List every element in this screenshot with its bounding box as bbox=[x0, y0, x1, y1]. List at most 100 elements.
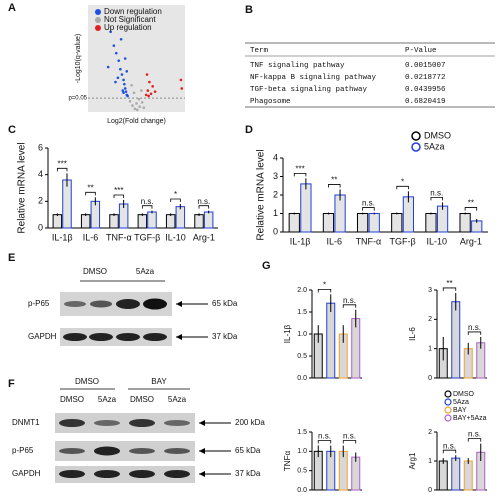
blot bbox=[55, 466, 195, 483]
sig-bracket bbox=[113, 194, 125, 198]
sig-label: ** bbox=[468, 199, 474, 208]
y-tick-label: 6 bbox=[38, 142, 43, 152]
x-tick-label: IL-10 bbox=[165, 232, 186, 242]
band bbox=[64, 301, 86, 307]
table-cell: NF-kappa B signaling pathway bbox=[250, 74, 377, 82]
bar bbox=[109, 214, 119, 229]
bar bbox=[194, 214, 204, 229]
sig-label: * bbox=[323, 281, 326, 290]
bar bbox=[451, 301, 461, 379]
legend-label: DMSO bbox=[424, 130, 451, 140]
bar bbox=[80, 214, 91, 229]
legend-swatch bbox=[411, 131, 421, 141]
bar bbox=[165, 214, 176, 229]
bar bbox=[322, 213, 335, 233]
point bbox=[122, 91, 125, 95]
blot-group: BAY bbox=[151, 377, 167, 386]
point bbox=[123, 57, 127, 60]
sig-label: ** bbox=[446, 279, 452, 288]
legend-label: Up regulation bbox=[104, 23, 152, 32]
blot-group: DMSO bbox=[75, 377, 99, 386]
band bbox=[143, 333, 167, 341]
arrow-head bbox=[176, 334, 182, 340]
x-tick-label: IL-1β bbox=[290, 236, 311, 246]
point bbox=[148, 80, 151, 84]
sig-bracket bbox=[56, 167, 68, 172]
y-tick-label: 2 bbox=[273, 189, 278, 199]
sig-label: n.s. bbox=[443, 441, 456, 450]
sig-label: n.s. bbox=[468, 323, 481, 332]
x-tick-label: Arg-1 bbox=[460, 236, 482, 246]
band bbox=[129, 419, 155, 427]
y-tick-label: 0.0 bbox=[297, 375, 307, 382]
table-cell: 0.0218772 bbox=[405, 74, 446, 82]
sig-label: * bbox=[401, 177, 404, 186]
y-tick-label: 1.5 bbox=[297, 429, 307, 436]
sig-label: * bbox=[174, 190, 177, 199]
table-cell: 0.0439956 bbox=[405, 86, 446, 94]
point bbox=[144, 93, 148, 97]
legend-label: 5Aza bbox=[453, 399, 469, 406]
plot-area bbox=[88, 5, 185, 112]
sig-bracket bbox=[170, 198, 181, 202]
blot-label: DNMT1 bbox=[12, 418, 40, 427]
panel-label: F bbox=[8, 378, 15, 390]
point bbox=[114, 80, 117, 84]
sig-bracket bbox=[141, 205, 153, 209]
blot bbox=[55, 441, 195, 461]
point bbox=[145, 73, 149, 76]
sig-label: *** bbox=[295, 164, 304, 173]
x-tick-label: TNF-α bbox=[106, 232, 132, 242]
y-tick-label: 0 bbox=[428, 487, 432, 494]
point bbox=[114, 51, 118, 55]
y-tick-label: 0.5 bbox=[297, 468, 307, 475]
blot-column: DMSO bbox=[60, 395, 84, 404]
panel-label: B bbox=[245, 4, 253, 16]
point bbox=[135, 102, 138, 105]
table-header: P-Value bbox=[405, 47, 437, 55]
y-tick-label: 0 bbox=[428, 375, 432, 382]
point bbox=[151, 85, 154, 88]
point bbox=[140, 101, 144, 104]
sig-bracket bbox=[442, 449, 457, 454]
point bbox=[153, 90, 157, 93]
legend-swatch bbox=[411, 142, 421, 152]
blot-column: 5Aza bbox=[168, 395, 187, 404]
bar bbox=[203, 211, 214, 229]
blot bbox=[55, 413, 195, 433]
band bbox=[59, 470, 85, 478]
sig-label: ** bbox=[87, 183, 93, 192]
y-tick-label: 1 bbox=[273, 208, 278, 218]
point bbox=[112, 44, 116, 47]
y-tick-label: 3 bbox=[428, 287, 432, 294]
bar bbox=[137, 214, 148, 229]
table-header: Term bbox=[250, 47, 269, 55]
blot-size: 37 kDa bbox=[235, 469, 261, 478]
sig-label: n.s. bbox=[197, 197, 210, 206]
sig-bracket bbox=[362, 207, 375, 211]
point bbox=[126, 94, 129, 98]
blot-label: p-P65 bbox=[28, 299, 50, 308]
band bbox=[129, 470, 155, 478]
point bbox=[179, 78, 183, 82]
y-tick-label: 1.0 bbox=[297, 448, 307, 455]
band bbox=[143, 298, 167, 310]
sig-label: *** bbox=[57, 159, 66, 168]
y-tick-label: 1 bbox=[428, 346, 432, 353]
panel-label: G bbox=[262, 260, 271, 272]
legend-swatch bbox=[444, 398, 452, 406]
sig-label: ** bbox=[331, 176, 337, 185]
blot-label: GAPDH bbox=[12, 469, 41, 478]
legend-label: DMSO bbox=[453, 391, 475, 398]
bar bbox=[438, 460, 448, 491]
y-tick-label: 2 bbox=[38, 196, 43, 206]
y-tick-label: 0.5 bbox=[297, 353, 307, 360]
y-tick-label: 0 bbox=[273, 226, 278, 236]
band bbox=[90, 300, 112, 308]
sig-bracket bbox=[442, 287, 457, 291]
point bbox=[106, 65, 110, 69]
bar bbox=[288, 213, 300, 233]
point bbox=[116, 76, 120, 80]
legend-swatch bbox=[444, 406, 452, 414]
point bbox=[120, 73, 124, 76]
